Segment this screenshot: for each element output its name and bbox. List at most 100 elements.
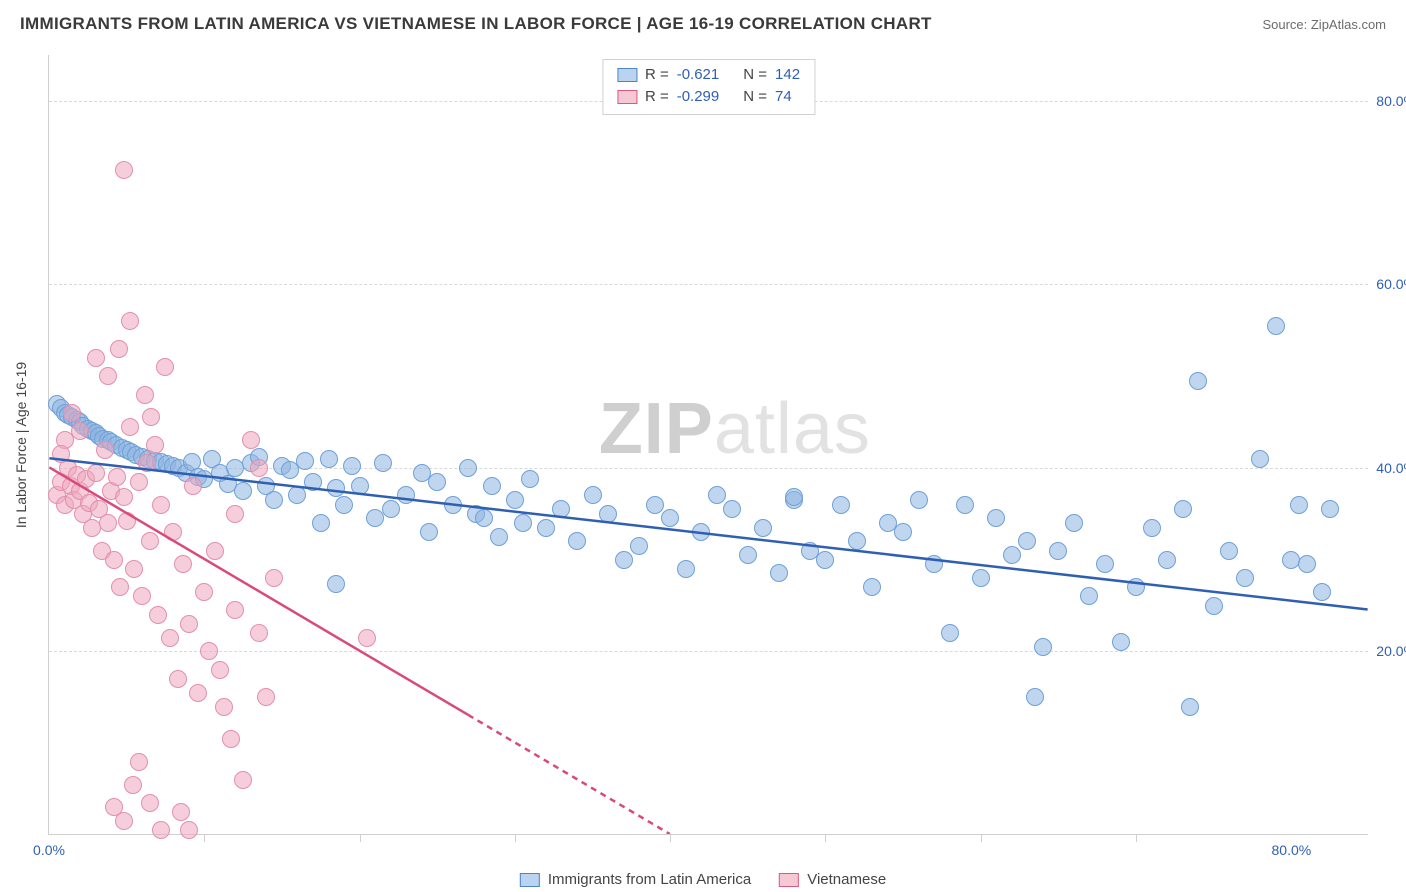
x-tick-minor	[981, 834, 982, 842]
data-point-latin	[910, 491, 928, 509]
data-point-viet	[152, 821, 170, 839]
x-tick-label: 80.0%	[1271, 842, 1311, 858]
data-point-latin	[677, 560, 695, 578]
data-point-viet	[124, 776, 142, 794]
data-point-latin	[483, 477, 501, 495]
stats-n-label: N =	[743, 64, 767, 86]
bottom-legend: Immigrants from Latin America Vietnamese	[520, 871, 886, 888]
data-point-latin	[475, 509, 493, 527]
chart-title: IMMIGRANTS FROM LATIN AMERICA VS VIETNAM…	[20, 14, 932, 34]
data-point-viet	[115, 812, 133, 830]
data-point-latin	[320, 450, 338, 468]
stats-swatch	[617, 68, 637, 82]
data-point-viet	[108, 468, 126, 486]
data-point-latin	[1112, 633, 1130, 651]
data-point-latin	[739, 546, 757, 564]
data-point-viet	[250, 459, 268, 477]
source-label: Source: ZipAtlas.com	[1262, 17, 1386, 32]
data-point-viet	[52, 445, 70, 463]
data-point-viet	[172, 803, 190, 821]
data-point-latin	[459, 459, 477, 477]
data-point-latin	[506, 491, 524, 509]
data-point-viet	[189, 684, 207, 702]
y-tick-label: 80.0%	[1372, 93, 1406, 109]
stats-box: R = -0.621 N = 142R = -0.299 N = 74	[602, 59, 815, 115]
data-point-latin	[1096, 555, 1114, 573]
data-point-latin	[770, 564, 788, 582]
data-point-latin	[894, 523, 912, 541]
data-point-latin	[521, 470, 539, 488]
legend-swatch	[520, 873, 540, 887]
data-point-latin	[863, 578, 881, 596]
data-point-viet	[206, 542, 224, 560]
data-point-viet	[96, 441, 114, 459]
legend-swatch	[779, 873, 799, 887]
data-point-viet	[215, 698, 233, 716]
data-point-viet	[87, 349, 105, 367]
data-point-viet	[164, 523, 182, 541]
data-point-viet	[184, 477, 202, 495]
data-point-latin	[599, 505, 617, 523]
stats-n-value: 142	[775, 64, 800, 86]
data-point-viet	[226, 601, 244, 619]
data-point-viet	[141, 532, 159, 550]
data-point-latin	[1158, 551, 1176, 569]
data-point-viet	[174, 555, 192, 573]
data-point-latin	[956, 496, 974, 514]
x-tick-minor	[360, 834, 361, 842]
data-point-viet	[200, 642, 218, 660]
x-tick-minor	[825, 834, 826, 842]
stats-r-value: -0.299	[677, 86, 720, 108]
data-point-viet	[115, 161, 133, 179]
data-point-viet	[141, 794, 159, 812]
data-point-viet	[242, 431, 260, 449]
data-point-viet	[211, 661, 229, 679]
data-point-latin	[692, 523, 710, 541]
x-tick-minor	[670, 834, 671, 842]
data-point-latin	[288, 486, 306, 504]
data-point-viet	[149, 606, 167, 624]
points-layer	[49, 55, 1368, 834]
data-point-latin	[1018, 532, 1036, 550]
data-point-latin	[444, 496, 462, 514]
x-tick-label: 0.0%	[33, 842, 65, 858]
data-point-viet	[130, 473, 148, 491]
data-point-viet	[226, 505, 244, 523]
data-point-viet	[71, 422, 89, 440]
data-point-latin	[312, 514, 330, 532]
data-point-latin	[1026, 688, 1044, 706]
data-point-viet	[234, 771, 252, 789]
data-point-viet	[250, 624, 268, 642]
y-tick-label: 20.0%	[1372, 643, 1406, 659]
data-point-viet	[136, 386, 154, 404]
stats-r-value: -0.621	[677, 64, 720, 86]
y-axis-title: In Labor Force | Age 16-19	[13, 361, 29, 527]
data-point-latin	[1034, 638, 1052, 656]
data-point-latin	[1205, 597, 1223, 615]
data-point-latin	[265, 491, 283, 509]
data-point-latin	[816, 551, 834, 569]
stats-row: R = -0.299 N = 74	[617, 86, 800, 108]
data-point-viet	[161, 629, 179, 647]
data-point-latin	[514, 514, 532, 532]
stats-r-label: R =	[645, 86, 669, 108]
stats-n-label: N =	[743, 86, 767, 108]
data-point-latin	[335, 496, 353, 514]
data-point-latin	[568, 532, 586, 550]
data-point-latin	[327, 575, 345, 593]
data-point-latin	[428, 473, 446, 491]
stats-n-value: 74	[775, 86, 792, 108]
data-point-latin	[661, 509, 679, 527]
data-point-viet	[265, 569, 283, 587]
data-point-viet	[118, 512, 136, 530]
data-point-latin	[848, 532, 866, 550]
data-point-viet	[121, 312, 139, 330]
data-point-latin	[1290, 496, 1308, 514]
legend-item: Vietnamese	[779, 871, 886, 888]
data-point-viet	[125, 560, 143, 578]
data-point-latin	[646, 496, 664, 514]
legend-label: Immigrants from Latin America	[548, 871, 751, 888]
data-point-viet	[195, 583, 213, 601]
data-point-latin	[832, 496, 850, 514]
data-point-latin	[552, 500, 570, 518]
